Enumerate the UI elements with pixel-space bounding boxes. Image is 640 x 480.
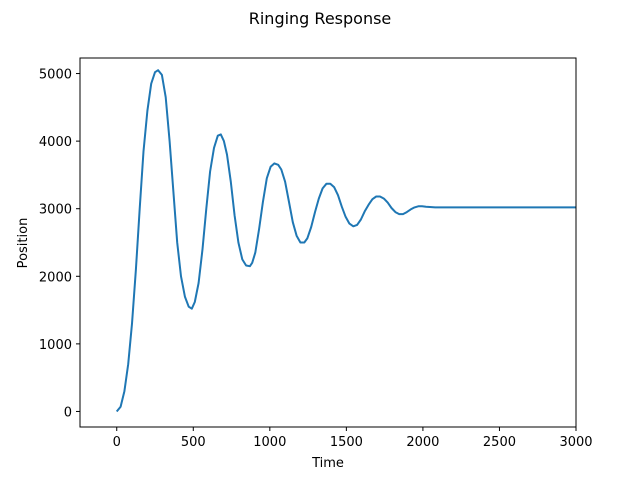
- x-tick-label: 2500: [483, 435, 516, 450]
- y-tick-label: 1000: [39, 338, 72, 353]
- y-tick-label: 0: [64, 405, 72, 420]
- chart-title: Ringing Response: [249, 9, 392, 28]
- x-axis: 0 500 1000 1500 2000 2500 3000: [113, 427, 593, 450]
- x-tick-label: 1000: [253, 435, 286, 450]
- x-tick-label: 3000: [559, 435, 592, 450]
- plot-frame: [79, 57, 577, 428]
- y-tick-label: 5000: [39, 68, 72, 83]
- y-tick-label: 4000: [39, 135, 72, 150]
- x-tick-label: 2000: [406, 435, 439, 450]
- y-tick-label: 3000: [39, 203, 72, 218]
- series-line-1: [115, 69, 576, 413]
- x-tick-label: 500: [181, 435, 206, 450]
- x-axis-label: Time: [311, 456, 344, 471]
- x-tick-label: 0: [113, 435, 121, 450]
- x-tick-label: 1500: [330, 435, 363, 450]
- y-axis: 0 1000 2000 3000 4000 5000: [39, 68, 80, 420]
- y-axis-label: Position: [16, 218, 31, 269]
- y-tick-label: 2000: [39, 270, 72, 285]
- plot-area: [115, 69, 576, 413]
